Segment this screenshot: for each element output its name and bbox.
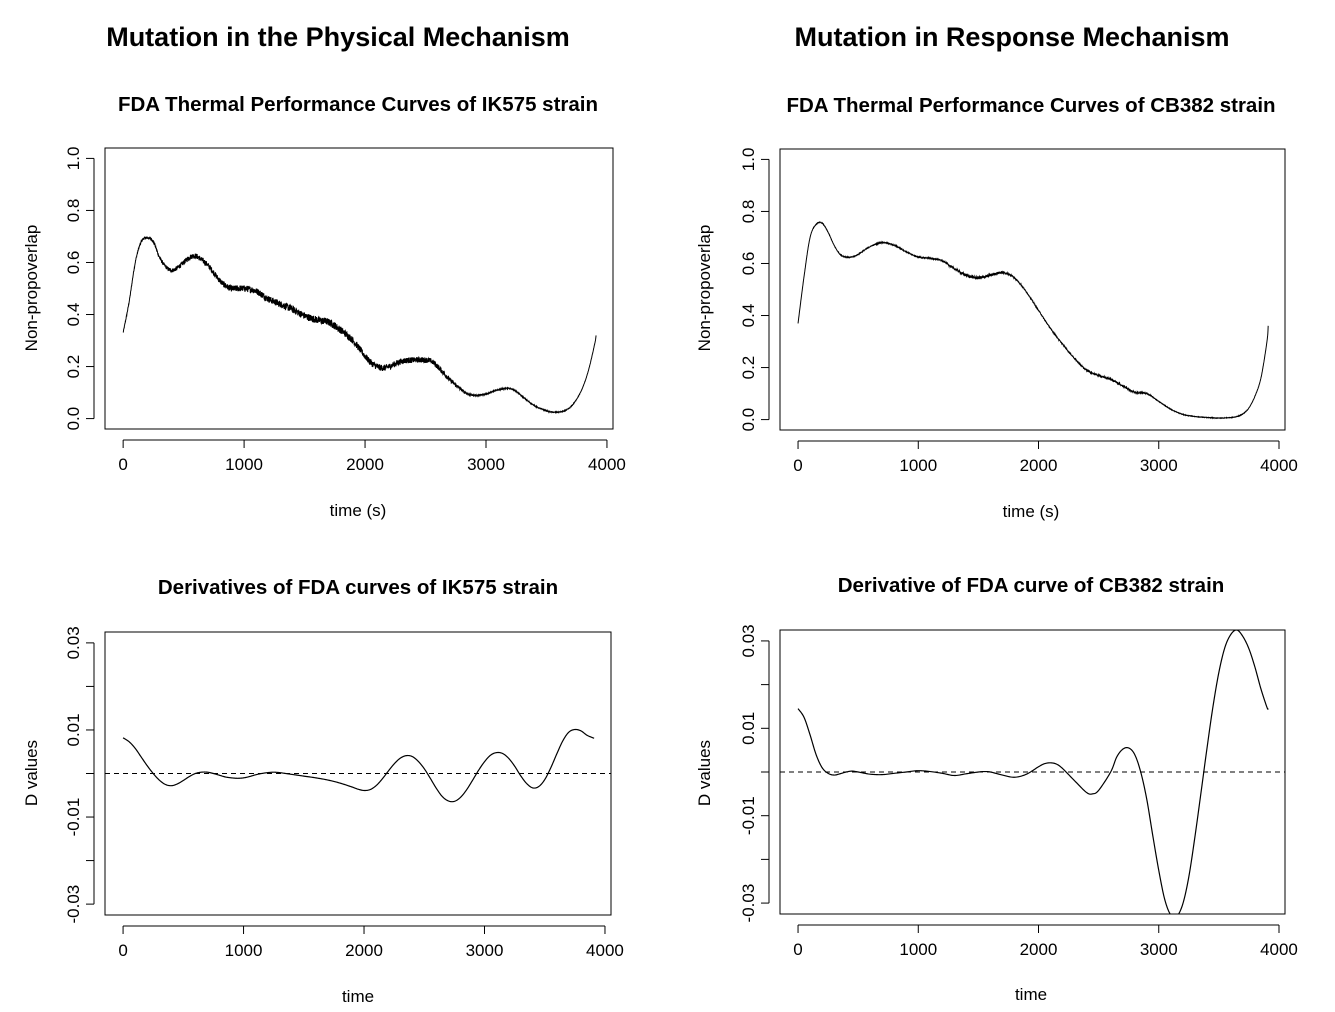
x-tick-label: 3000: [1140, 456, 1178, 475]
x-tick-label: 0: [793, 456, 802, 475]
chart-panel-cb382-derivative: Derivative of FDA curve of CB382 strain …: [695, 574, 1298, 1004]
y-tick-label: 0.0: [64, 407, 83, 431]
y-tick-label: 0.03: [64, 626, 83, 659]
y-tick-label: 0.2: [64, 355, 83, 379]
x-tick-label: 4000: [1260, 456, 1298, 475]
x-tick-label: 4000: [588, 455, 626, 474]
chart-title: FDA Thermal Performance Curves of IK575 …: [118, 93, 598, 116]
y-tick-label: 0.01: [64, 713, 83, 746]
y-tick-label: 0.01: [739, 712, 758, 745]
y-axis-label: D values: [695, 740, 714, 806]
y-axis-label: Non-propoverlap: [22, 225, 41, 352]
x-tick-label: 1000: [225, 455, 263, 474]
x-tick-label: 0: [793, 940, 802, 959]
x-tick-label: 4000: [586, 941, 624, 960]
x-tick-label: 1000: [899, 940, 937, 959]
data-series-line: [122, 236, 597, 415]
y-tick-label: -0.03: [739, 884, 758, 923]
x-tick-label: 3000: [467, 455, 505, 474]
data-series-line: [797, 221, 1269, 420]
x-axis-label: time: [342, 987, 374, 1006]
y-tick-label: 0.2: [739, 356, 758, 380]
y-tick-label: -0.01: [64, 798, 83, 837]
x-tick-label: 1000: [225, 941, 263, 960]
y-tick-label: 0.03: [739, 624, 758, 657]
y-tick-label: -0.03: [64, 885, 83, 924]
plot-frame: [104, 147, 614, 430]
chart-panel-cb382-performance: FDA Thermal Performance Curves of CB382 …: [695, 94, 1298, 521]
y-tick-label: 0.8: [739, 200, 758, 224]
x-axis-label: time: [1015, 985, 1047, 1004]
x-tick-label: 4000: [1260, 940, 1298, 959]
x-tick-label: 2000: [345, 941, 383, 960]
chart-title: Derivative of FDA curve of CB382 strain: [838, 574, 1225, 597]
y-tick-label: 0.4: [64, 303, 83, 327]
chart-panel-ik575-derivative: Derivatives of FDA curves of IK575 strai…: [22, 576, 624, 1006]
chart-title: FDA Thermal Performance Curves of CB382 …: [786, 94, 1275, 117]
data-series-line: [797, 630, 1269, 914]
heading-right: Mutation in Response Mechanism: [794, 22, 1230, 52]
y-tick-label: 0.8: [64, 199, 83, 223]
plot-frame: [779, 148, 1286, 431]
y-tick-label: 0.6: [739, 252, 758, 276]
x-tick-label: 2000: [1020, 456, 1058, 475]
y-tick-label: 1.0: [739, 148, 758, 172]
x-tick-label: 0: [118, 455, 127, 474]
y-tick-label: 0.4: [739, 304, 758, 328]
x-tick-label: 1000: [899, 456, 937, 475]
y-tick-label: 0.0: [739, 408, 758, 432]
x-tick-label: 3000: [466, 941, 504, 960]
chart-panel-ik575-performance: FDA Thermal Performance Curves of IK575 …: [22, 93, 626, 520]
x-axis-label: time (s): [330, 501, 387, 520]
chart-title: Derivatives of FDA curves of IK575 strai…: [158, 576, 558, 599]
heading-left: Mutation in the Physical Mechanism: [106, 22, 570, 52]
y-tick-label: 0.6: [64, 251, 83, 275]
y-tick-label: -0.01: [739, 796, 758, 835]
y-axis-label: Non-propoverlap: [695, 225, 714, 352]
x-tick-label: 2000: [346, 455, 384, 474]
x-tick-label: 3000: [1140, 940, 1178, 959]
y-tick-label: 1.0: [64, 147, 83, 171]
y-axis-label: D values: [22, 740, 41, 806]
x-axis-label: time (s): [1003, 502, 1060, 521]
x-tick-label: 2000: [1020, 940, 1058, 959]
data-series-line: [122, 728, 595, 803]
x-tick-label: 0: [118, 941, 127, 960]
